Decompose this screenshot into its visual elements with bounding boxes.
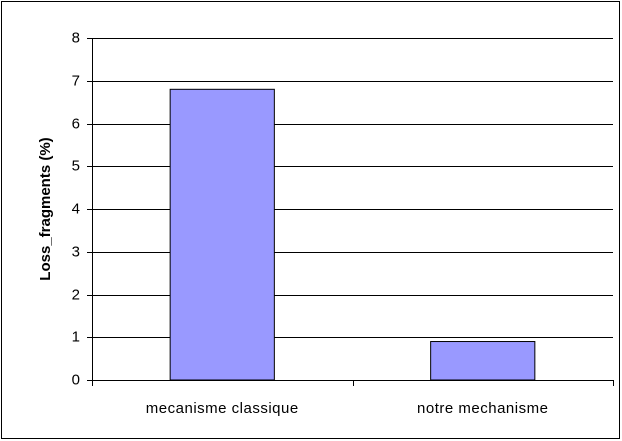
y-tick-label: 8 xyxy=(72,29,80,46)
y-tick-label: 1 xyxy=(72,328,80,345)
x-tick-label: mecanisme classique xyxy=(146,400,299,417)
bar xyxy=(169,88,275,381)
y-tick-label: 0 xyxy=(72,371,80,388)
bar xyxy=(430,341,536,381)
y-tick-label: 5 xyxy=(72,157,80,174)
y-tick-label: 7 xyxy=(72,72,80,89)
y-tick-label: 4 xyxy=(72,200,80,217)
y-tick-label: 6 xyxy=(72,115,80,132)
y-axis-label: Loss_fragments (%) xyxy=(37,137,54,280)
x-tick-label: notre mechanisme xyxy=(417,400,548,417)
y-tick-label: 2 xyxy=(72,286,80,303)
y-tick-label: 3 xyxy=(72,243,80,260)
